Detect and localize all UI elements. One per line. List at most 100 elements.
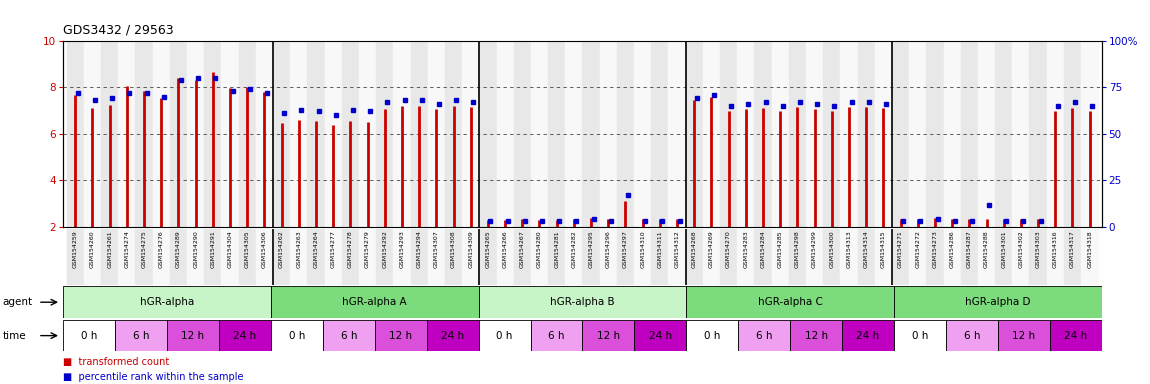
Bar: [376, 229, 393, 285]
Bar: [359, 229, 376, 285]
Text: GSM154264: GSM154264: [314, 230, 319, 268]
Bar: [393, 41, 411, 227]
Bar: [290, 229, 307, 285]
Bar: [411, 41, 428, 227]
Bar: [651, 41, 668, 227]
Bar: [118, 229, 136, 285]
Bar: [978, 41, 995, 227]
Bar: [772, 41, 789, 227]
Bar: [497, 229, 514, 285]
Bar: [427, 320, 478, 351]
Text: GSM154303: GSM154303: [1036, 230, 1041, 268]
Text: GSM154267: GSM154267: [520, 230, 524, 268]
Bar: [892, 229, 910, 285]
Bar: [238, 41, 255, 227]
Bar: [428, 229, 445, 285]
Bar: [118, 41, 136, 227]
Bar: [514, 229, 531, 285]
Bar: [445, 41, 462, 227]
Text: hGR-alpha: hGR-alpha: [140, 297, 194, 307]
Text: 24 h: 24 h: [233, 331, 256, 341]
Text: GSM154300: GSM154300: [829, 230, 834, 268]
Bar: [1012, 41, 1029, 227]
Bar: [497, 41, 514, 227]
Text: GSM154311: GSM154311: [658, 230, 662, 268]
Bar: [462, 41, 480, 227]
Bar: [685, 41, 703, 227]
Text: 0 h: 0 h: [912, 331, 928, 341]
Text: 12 h: 12 h: [805, 331, 828, 341]
Bar: [205, 41, 222, 227]
Text: GSM154299: GSM154299: [812, 230, 818, 268]
Text: GSM154318: GSM154318: [1087, 230, 1092, 268]
Text: agent: agent: [2, 297, 32, 307]
Bar: [67, 229, 84, 285]
Bar: [478, 286, 687, 318]
Bar: [136, 41, 153, 227]
Bar: [616, 41, 634, 227]
Bar: [582, 41, 599, 227]
Text: hGR-alpha C: hGR-alpha C: [758, 297, 822, 307]
Text: ■  percentile rank within the sample: ■ percentile rank within the sample: [63, 372, 244, 382]
Bar: [754, 41, 772, 227]
Text: GSM154280: GSM154280: [537, 230, 542, 268]
Text: GSM154270: GSM154270: [726, 230, 731, 268]
Bar: [668, 229, 685, 285]
Text: ■  transformed count: ■ transformed count: [63, 357, 169, 367]
Bar: [687, 320, 738, 351]
Text: 0 h: 0 h: [704, 331, 720, 341]
Bar: [946, 320, 998, 351]
Text: 6 h: 6 h: [133, 331, 150, 341]
Bar: [84, 41, 101, 227]
Bar: [531, 229, 549, 285]
Text: time: time: [2, 331, 26, 341]
Text: GSM154288: GSM154288: [984, 230, 989, 268]
Bar: [858, 41, 875, 227]
Text: GSM154260: GSM154260: [90, 230, 95, 268]
Bar: [634, 41, 651, 227]
Text: GSM154315: GSM154315: [881, 230, 886, 268]
Text: GSM154286: GSM154286: [950, 230, 954, 268]
Bar: [480, 41, 497, 227]
Bar: [1081, 41, 1098, 227]
Bar: [841, 41, 858, 227]
Bar: [1046, 229, 1064, 285]
Bar: [393, 229, 411, 285]
Bar: [789, 229, 806, 285]
Text: GSM154287: GSM154287: [967, 230, 972, 268]
Bar: [187, 41, 205, 227]
Text: GSM154301: GSM154301: [1002, 230, 1006, 268]
Bar: [428, 41, 445, 227]
Text: GSM154297: GSM154297: [623, 230, 628, 268]
Bar: [324, 229, 342, 285]
Bar: [153, 229, 170, 285]
Text: GSM154293: GSM154293: [399, 230, 405, 268]
Bar: [411, 229, 428, 285]
Bar: [530, 320, 583, 351]
Bar: [960, 229, 978, 285]
Bar: [1050, 320, 1102, 351]
Text: GSM154291: GSM154291: [210, 230, 215, 268]
Bar: [772, 229, 789, 285]
Bar: [892, 41, 910, 227]
Bar: [115, 320, 167, 351]
Bar: [738, 320, 790, 351]
Bar: [998, 320, 1050, 351]
Bar: [167, 320, 218, 351]
Bar: [720, 229, 737, 285]
Text: GSM154259: GSM154259: [72, 230, 78, 268]
Bar: [858, 229, 875, 285]
Bar: [651, 229, 668, 285]
Text: GSM154272: GSM154272: [915, 230, 920, 268]
Bar: [273, 229, 290, 285]
Text: 24 h: 24 h: [649, 331, 672, 341]
Bar: [685, 229, 703, 285]
Text: GDS3432 / 29563: GDS3432 / 29563: [63, 24, 174, 37]
Bar: [1029, 41, 1046, 227]
Bar: [101, 229, 118, 285]
Text: GSM154308: GSM154308: [451, 230, 457, 268]
Bar: [1081, 229, 1098, 285]
Text: GSM154310: GSM154310: [641, 230, 645, 268]
Bar: [737, 229, 754, 285]
Bar: [806, 41, 823, 227]
